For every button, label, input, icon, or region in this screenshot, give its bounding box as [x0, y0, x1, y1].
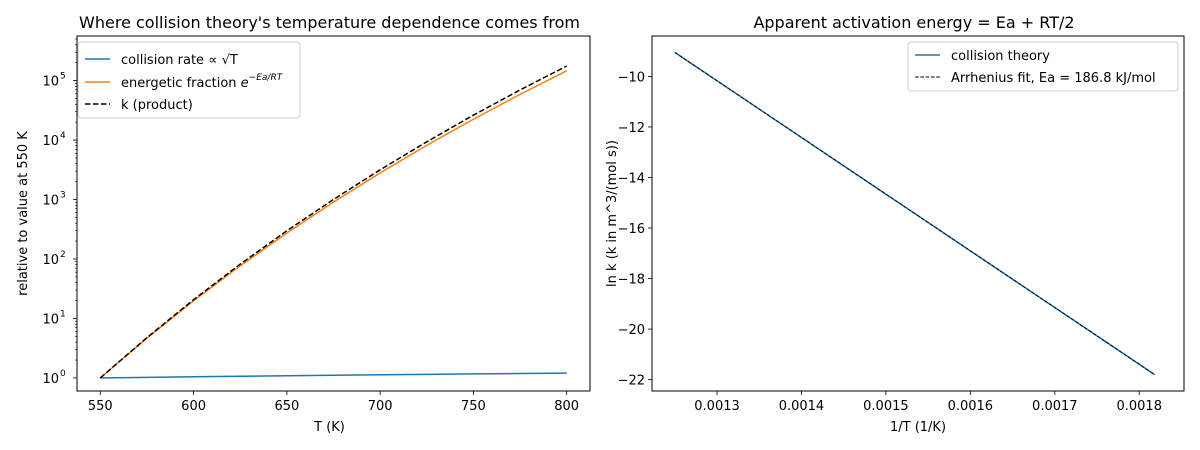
left-chart-legend: collision rate ∝ √T energetic fraction e…	[77, 41, 301, 119]
x-tick-label: 650	[274, 399, 299, 414]
y-tick-label: −12	[618, 121, 645, 136]
right-chart-x-ticks: 0.0013 0.0014 0.0015 0.0016 0.0017 0.0018	[694, 391, 1162, 414]
left-chart-y-axis-label: relative to value at 550 K	[16, 131, 31, 296]
x-tick-label: 0.0013	[694, 399, 740, 414]
x-tick-label: 0.0018	[1116, 399, 1162, 414]
y-tick-exponent: 3	[60, 191, 66, 201]
y-tick-label: −16	[618, 222, 645, 237]
y-tick-label: 10	[42, 134, 59, 149]
x-tick-label: 800	[554, 399, 579, 414]
series-line-collision-rate	[100, 372, 567, 379]
left-chart-x-axis-label: T (K)	[313, 420, 345, 435]
right-chart-axes-frame	[651, 35, 1185, 392]
y-tick-label: −20	[618, 323, 645, 338]
y-tick-label: 10	[42, 194, 59, 209]
left-chart-axes-frame	[76, 35, 591, 392]
series-line-arrhenius-fit-ea-186-8-kj-mol	[674, 52, 1155, 375]
legend-label-collision-theory: collision theory	[951, 49, 1050, 64]
right-chart-legend: collision theory Arrhenius fit, Ea = 186…	[907, 41, 1179, 92]
left-chart-panel: Where collision theory's temperature dep…	[16, 13, 591, 435]
x-tick-label: 0.0016	[948, 399, 994, 414]
y-tick-label: −10	[618, 70, 645, 85]
y-tick-exponent: 4	[60, 131, 66, 141]
x-tick-label: 700	[368, 399, 393, 414]
y-tick-exponent: 5	[60, 72, 66, 82]
y-tick-label: −14	[618, 171, 645, 186]
legend-label-energetic-fraction: energetic fraction e−Ea/RT	[121, 73, 284, 91]
y-tick-exponent: 1	[60, 309, 66, 319]
y-tick-exponent: 2	[60, 250, 66, 260]
legend-label-collision-rate: collision rate ∝ √T	[121, 53, 238, 68]
right-chart-legend-box	[907, 41, 1179, 92]
right-chart-plot-area	[674, 51, 1156, 376]
y-tick-label: 10	[42, 372, 59, 387]
series-line-k-product	[99, 65, 568, 379]
y-tick-exponent: 0	[60, 369, 66, 379]
legend-label-arrhenius-fit: Arrhenius fit, Ea = 186.8 kJ/mol	[951, 71, 1156, 86]
x-tick-label: 550	[88, 399, 113, 414]
right-chart-panel: Apparent activation energy = Ea + RT/2 0…	[605, 13, 1185, 435]
x-tick-label: 0.0015	[863, 399, 909, 414]
right-chart-y-axis-label: ln k (k in m^3/(mol s))	[605, 140, 620, 287]
y-tick-label: 10	[42, 253, 59, 268]
left-chart-legend-box	[77, 41, 301, 119]
y-tick-label: 10	[42, 312, 59, 327]
y-tick-label: 10	[42, 75, 59, 90]
right-chart-y-ticks: −10 −12 −14 −16 −18 −20 −22	[618, 70, 652, 389]
left-chart-title: Where collision theory's temperature dep…	[79, 13, 580, 32]
right-chart-x-axis-label: 1/T (1/K)	[890, 420, 946, 435]
x-tick-label: 0.0017	[1032, 399, 1078, 414]
y-tick-label: −18	[618, 273, 645, 288]
left-chart-plot-area	[99, 65, 568, 379]
x-tick-label: 600	[181, 399, 206, 414]
x-tick-label: 0.0014	[779, 399, 825, 414]
legend-label-k-product: k (product)	[121, 98, 193, 113]
y-tick-label: −22	[618, 374, 645, 389]
right-chart-title: Apparent activation energy = Ea + RT/2	[753, 13, 1074, 32]
x-tick-label: 750	[461, 399, 486, 414]
left-chart-x-ticks: 550 600 650 700 750 800	[88, 391, 579, 414]
